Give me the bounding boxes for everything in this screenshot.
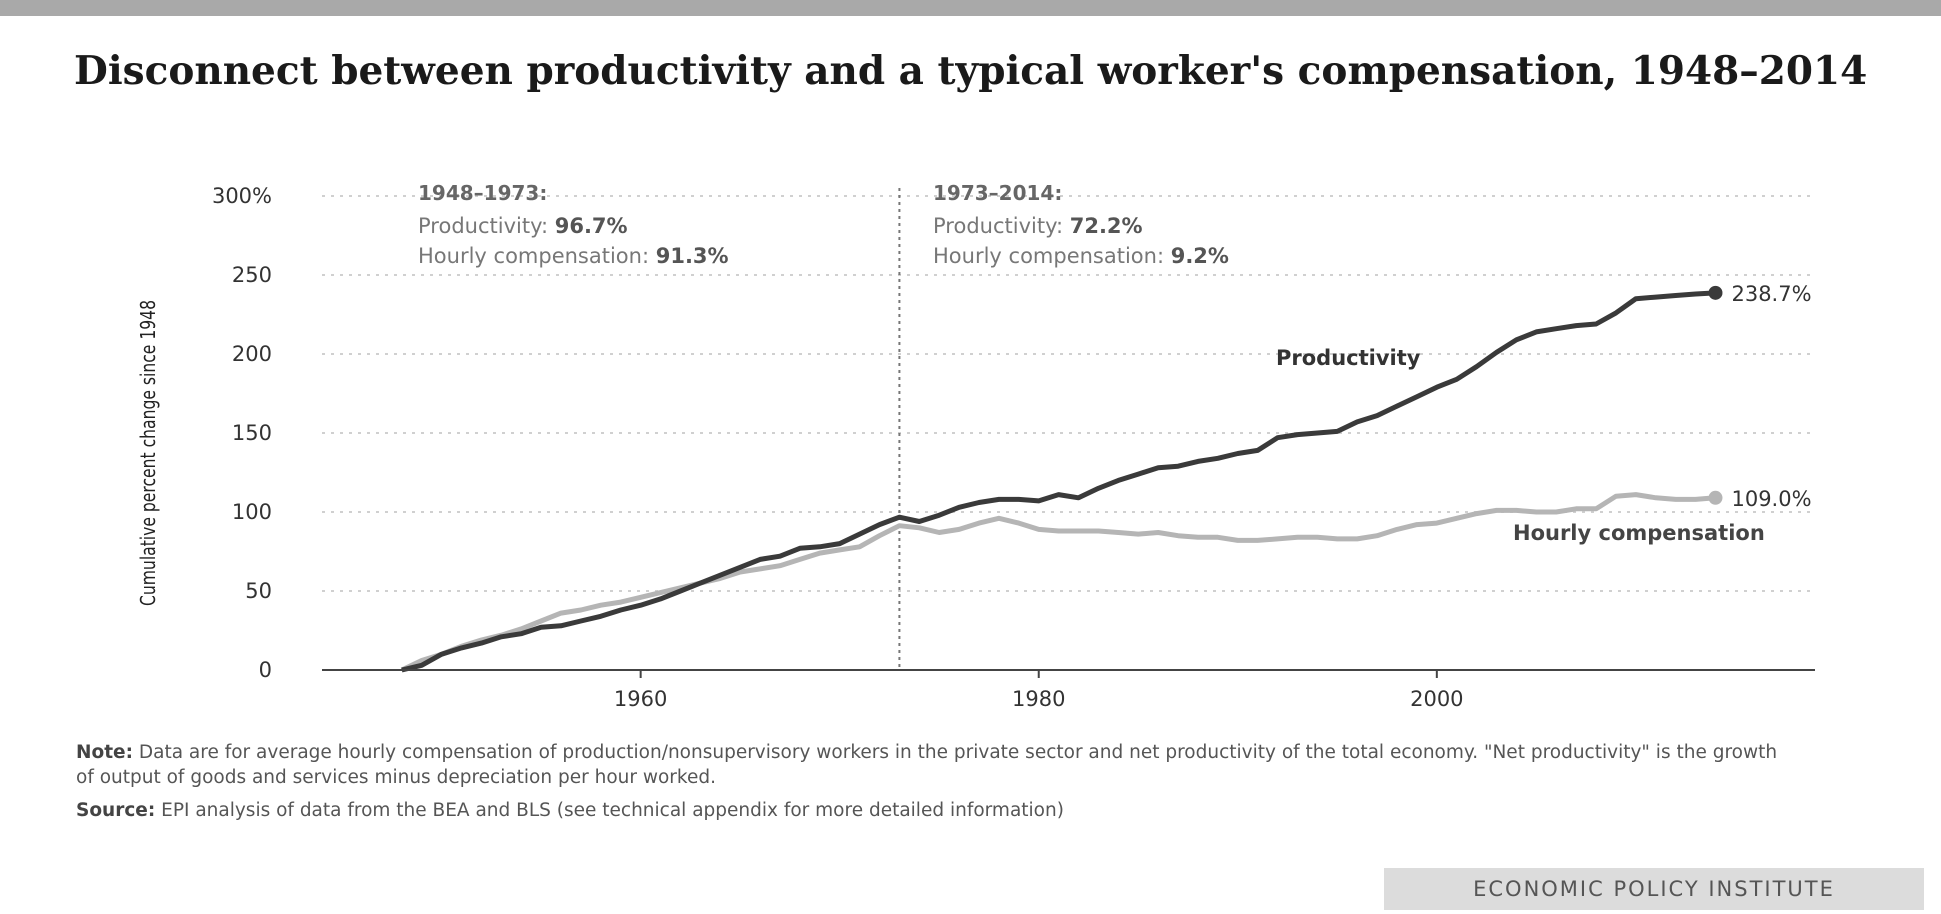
y-tick-label: 100 <box>232 500 272 524</box>
annotation-compensation: Hourly compensation: 91.3% <box>418 244 729 268</box>
top-bar <box>0 0 1941 16</box>
line-chart: 1948–1973: Productivity: 96.7% Hourly comp… <box>137 181 1815 711</box>
annotation-productivity: Productivity: 96.7% <box>418 214 628 238</box>
annotation-productivity: Productivity: 72.2% <box>933 214 1143 238</box>
annotation-compensation-value: 9.2% <box>1171 244 1229 268</box>
y-tick-label: 250 <box>232 263 272 287</box>
annotation-productivity-label: Productivity: <box>418 214 555 238</box>
y-tick-label: 300% <box>212 184 272 208</box>
note-paragraph: Note: Data are for average hourly compen… <box>76 740 1796 790</box>
series-end-label: 238.7% <box>1731 282 1811 306</box>
notes-block: Note: Data are for average hourly compen… <box>76 740 1796 831</box>
x-tick-label: 1960 <box>614 687 667 711</box>
series-end-point <box>1708 285 1723 300</box>
y-tick-label: 150 <box>232 421 272 445</box>
publisher-footer: ECONOMIC POLICY INSTITUTE <box>1384 868 1924 910</box>
annotation-compensation: Hourly compensation: 9.2% <box>933 244 1229 268</box>
x-tick-label: 1980 <box>1012 687 1065 711</box>
annotation-layer: 1948–1973: Productivity: 96.7% Hourly comp… <box>418 181 1229 670</box>
series-line-productivity <box>401 290 1716 673</box>
note-label: Note: <box>76 742 133 763</box>
y-tick-label: 0 <box>259 658 272 682</box>
series-layer: 109.0% 238.7% Productivity Hourly compensat… <box>400 282 1812 673</box>
x-tick-label: 2000 <box>1410 687 1463 711</box>
y-tick-label: 200 <box>232 342 272 366</box>
annotation-productivity-value: 72.2% <box>1070 214 1143 238</box>
annotation-period: 1973–2014: <box>933 181 1062 205</box>
source-label: Source: <box>76 800 156 821</box>
y-axis-label: Cumulative percent change since 1948 <box>137 300 160 606</box>
annotation-compensation-label: Hourly compensation: <box>418 244 656 268</box>
series-end-label: 109.0% <box>1731 487 1811 511</box>
series-name-compensation: Hourly compensation <box>1513 521 1765 545</box>
annotation-productivity-label: Productivity: <box>933 214 1070 238</box>
source-text: EPI analysis of data from the BEA and BL… <box>161 800 1064 821</box>
series-line-compensation <box>400 492 1716 673</box>
series-end-point <box>1708 490 1723 505</box>
annotation-compensation-value: 91.3% <box>656 244 729 268</box>
annotation-compensation-label: Hourly compensation: <box>933 244 1171 268</box>
source-paragraph: Source: EPI analysis of data from the BE… <box>76 798 1796 823</box>
chart-title: Disconnect between productivity and a ty… <box>74 48 1868 94</box>
note-text: Data are for average hourly compensation… <box>76 742 1778 788</box>
annotation-period: 1948–1973: <box>418 181 547 205</box>
series-name-productivity: Productivity <box>1276 346 1421 370</box>
axis-layer: 0 50 100 150 200 250 300% 1960 1980 2000 Cumulativ… <box>137 184 1815 711</box>
y-tick-label: 50 <box>245 579 272 603</box>
annotation-productivity-value: 96.7% <box>555 214 628 238</box>
